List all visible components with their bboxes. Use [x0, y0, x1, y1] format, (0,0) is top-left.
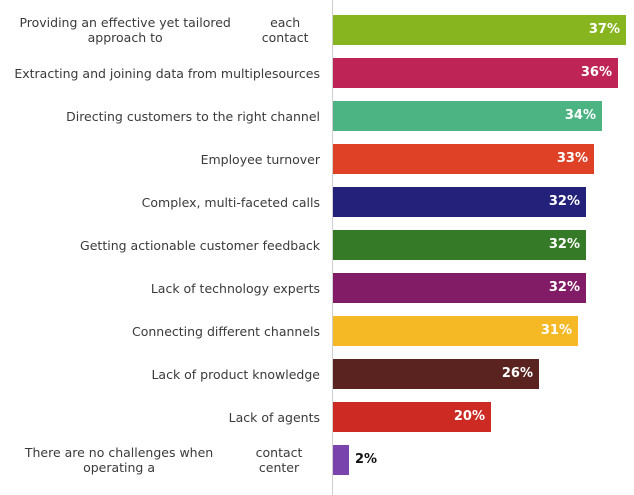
data-label: 32% [548, 194, 580, 209]
bar [333, 58, 618, 88]
category-label: Extracting and joining data from multipl… [14, 65, 320, 81]
bar [333, 101, 602, 131]
category-label: Getting actionable customer feedback [80, 237, 320, 253]
data-label: 20% [453, 409, 485, 424]
bar-row: There are no challenges when operating a… [0, 445, 634, 475]
bar-row: Extracting and joining data from multipl… [0, 58, 634, 88]
bar [333, 144, 594, 174]
bar [333, 359, 539, 389]
data-label: 33% [556, 151, 588, 166]
bar [333, 445, 349, 475]
bar-row: Lack of agents 20% [0, 402, 634, 432]
bar [333, 273, 586, 303]
data-label: 37% [588, 22, 620, 37]
bar-row: Getting actionable customer feedback 32% [0, 230, 634, 260]
category-label: Complex, multi-faceted calls [141, 194, 320, 210]
category-axis [332, 0, 333, 495]
bar [333, 230, 586, 260]
data-label: 26% [501, 366, 533, 381]
data-label: 32% [548, 237, 580, 252]
data-label: 32% [548, 280, 580, 295]
bar [333, 316, 578, 346]
category-label: Directing customers to the right channel [66, 108, 320, 124]
data-label: 36% [580, 65, 612, 80]
data-label: 34% [564, 108, 596, 123]
category-label: Lack of technology experts [150, 280, 320, 296]
data-label: 31% [540, 323, 572, 338]
data-label: 2% [355, 452, 378, 467]
category-label: Connecting different channels [131, 323, 320, 339]
bar-row: Employee turnover 33% [0, 144, 634, 174]
bar-row: Directing customers to the right channel… [0, 101, 634, 131]
category-label: Lack of agents [228, 409, 320, 425]
bar [333, 187, 586, 217]
category-label: There are no challenges when operating a… [24, 445, 303, 475]
bar [333, 402, 491, 432]
bar-row: Connecting different channels 31% [0, 316, 634, 346]
category-label: Employee turnover [200, 151, 320, 167]
category-label: Lack of product knowledge [151, 366, 320, 382]
bar-row: Lack of product knowledge 26% [0, 359, 634, 389]
bar-row: Complex, multi-faceted calls 32% [0, 187, 634, 217]
category-label: Providing an effective yet tailored appr… [19, 15, 309, 45]
bar-row: Providing an effective yet tailored appr… [0, 15, 634, 45]
bar-row: Lack of technology experts 32% [0, 273, 634, 303]
bar [333, 15, 626, 45]
